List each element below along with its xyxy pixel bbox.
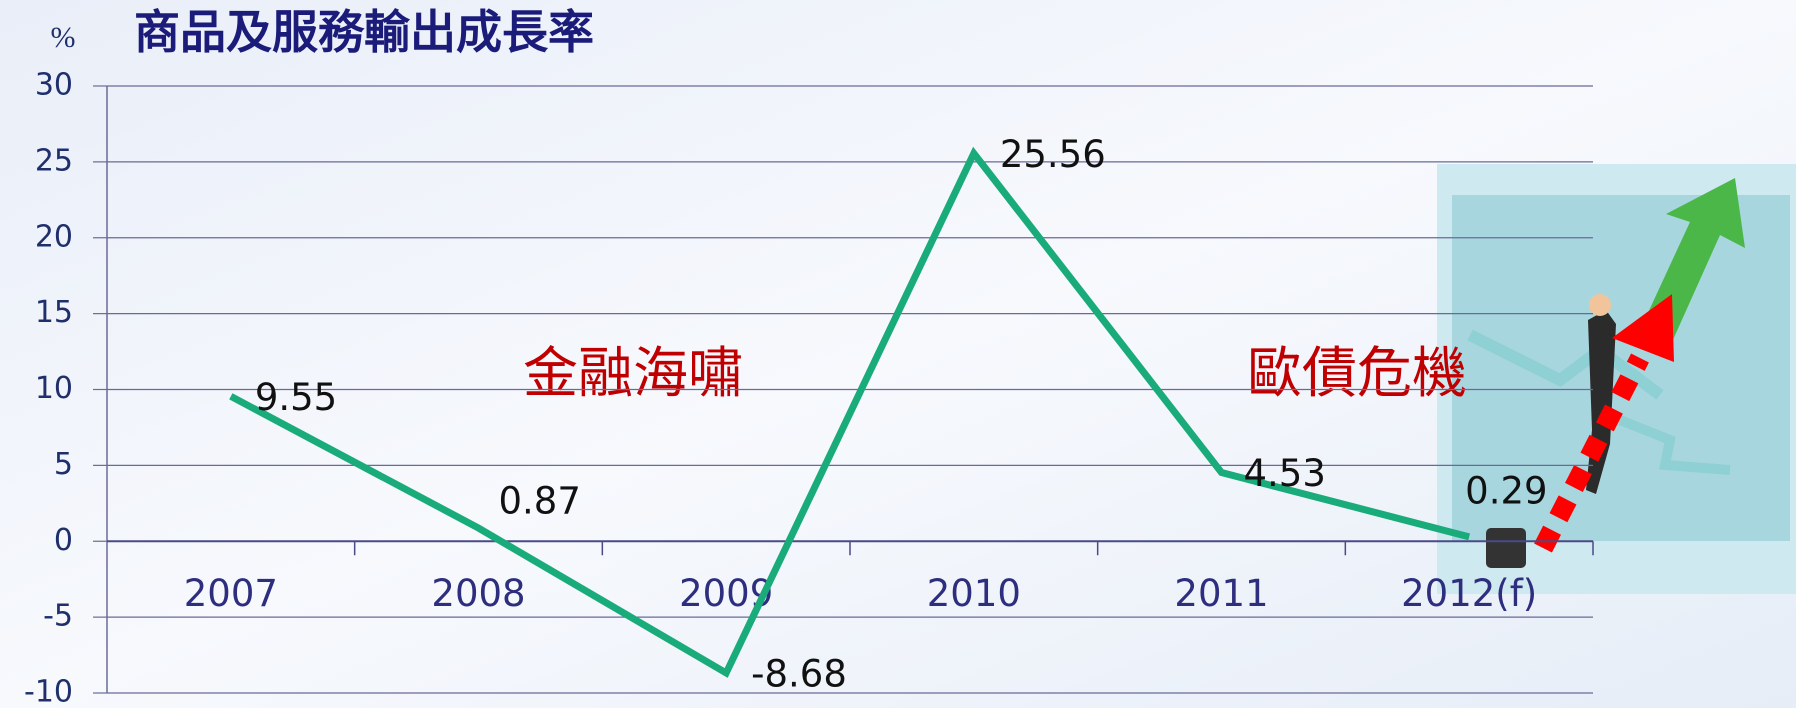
chart-title: 商品及服務輸出成長率 [134,5,594,59]
data-label: 0.29 [1465,469,1547,512]
annotation: 金融海嘯 [523,341,743,405]
data-label: -8.68 [751,652,847,695]
x-tick-label: 2007 [184,572,278,615]
y-tick-label: 0 [54,523,73,558]
x-tick-label: 2012(f) [1401,572,1537,615]
y-unit: % [51,21,76,54]
y-tick-label: 25 [35,143,73,178]
illustration-person-head [1589,294,1611,316]
annotation: 歐債危機 [1247,341,1467,405]
data-label: 25.56 [1000,133,1106,176]
illustration [1437,164,1796,594]
y-tick-label: 5 [54,447,73,482]
y-tick-label: 20 [35,219,73,254]
data-label: 9.55 [255,376,337,419]
x-tick-label: 2008 [431,572,525,615]
y-tick-label: 10 [35,371,73,406]
y-tick-label: 15 [35,295,73,330]
y-tick-label: 30 [35,68,73,103]
y-tick-label: -5 [43,599,73,634]
data-label: 0.87 [499,480,581,523]
x-tick-label: 2010 [927,572,1021,615]
data-label: 4.53 [1244,452,1326,495]
x-tick-label: 2011 [1174,572,1268,615]
y-tick-label: -10 [24,675,73,708]
chart: % 商品及服務輸出成長率 金融海嘯 歐債危機 -10 -5 0 5 10 15 20 25 30… [0,0,1796,708]
illustration-briefcase [1486,528,1526,568]
